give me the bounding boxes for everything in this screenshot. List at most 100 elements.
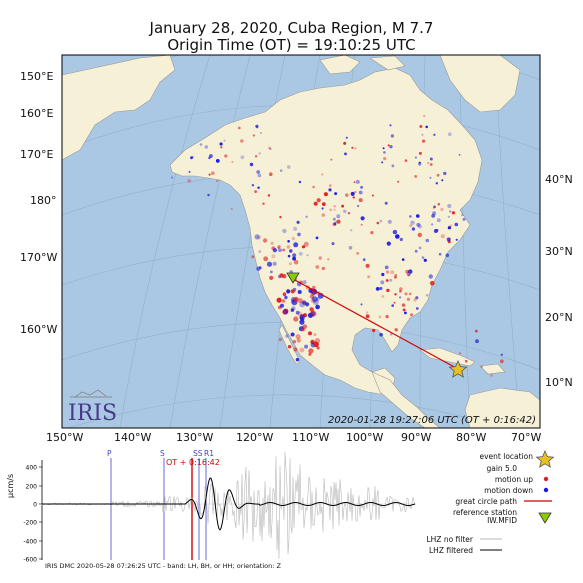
station-dot <box>348 246 353 250</box>
station-dot <box>448 132 452 136</box>
station-dot <box>395 234 400 239</box>
station-dot <box>290 308 295 312</box>
station-dot <box>384 265 389 270</box>
reference-station-marker <box>286 272 300 284</box>
station-dot <box>263 256 269 262</box>
y-tick-label: -600 <box>23 557 37 564</box>
station-dot <box>282 292 287 297</box>
station-dot <box>302 280 307 285</box>
station-dot <box>310 290 316 297</box>
station-dot <box>314 343 319 347</box>
station-dot <box>219 142 223 146</box>
station-dot <box>308 331 312 336</box>
station-dot <box>270 270 273 274</box>
station-dot <box>413 298 417 302</box>
legend-motion-up: motion up <box>494 475 533 484</box>
station-dot <box>454 222 459 227</box>
y-axis-label: µcm/s <box>6 473 15 498</box>
left-label-1: 150°E <box>20 70 54 83</box>
station-dot <box>321 213 325 217</box>
station-dot <box>188 170 191 173</box>
station-dot <box>411 227 415 231</box>
station-dot <box>287 254 291 258</box>
y-tick-label: 400 <box>26 465 38 472</box>
right-label-2: 30°N <box>545 245 573 258</box>
station-dot <box>357 204 360 208</box>
station-dot <box>272 248 277 253</box>
station-dot <box>365 263 370 268</box>
station-dot <box>402 308 406 312</box>
station-dot <box>330 158 333 161</box>
station-dot <box>262 202 265 205</box>
station-dot <box>418 246 422 250</box>
station-dot <box>445 253 450 258</box>
station-dot <box>287 165 291 169</box>
station-dot <box>423 258 427 262</box>
station-dot <box>428 274 433 279</box>
station-dot <box>211 171 215 175</box>
station-dot <box>409 215 412 218</box>
station-dot <box>352 196 355 199</box>
station-dot <box>419 125 423 128</box>
station-dot <box>230 207 233 211</box>
hispaniola <box>479 363 506 375</box>
station-dot <box>392 229 398 235</box>
station-dot <box>240 139 244 143</box>
station-dot <box>329 208 333 212</box>
station-dot <box>421 256 425 259</box>
filtered-trace <box>42 477 416 531</box>
station-dot <box>279 303 285 308</box>
station-dot <box>316 346 320 350</box>
station-dot <box>256 170 261 174</box>
station-dot <box>416 214 420 218</box>
station-dot <box>292 256 296 261</box>
right-label-4: 10°N <box>545 376 573 389</box>
station-dot <box>417 232 422 238</box>
station-dot <box>391 164 395 168</box>
station-dot <box>299 314 306 321</box>
station-dot <box>278 337 283 342</box>
station-dot <box>190 156 193 160</box>
station-dot <box>480 365 483 368</box>
station-dot <box>270 241 274 245</box>
station-dot <box>358 198 363 203</box>
station-dot <box>308 352 312 356</box>
station-dot <box>451 211 455 215</box>
station-dot <box>315 236 319 240</box>
station-dot <box>315 265 320 269</box>
station-dot <box>327 258 330 261</box>
station-dot <box>389 124 392 127</box>
station-dot <box>231 160 234 163</box>
legend-no-filter: LHZ no filter <box>426 535 473 544</box>
station-dot <box>260 132 262 134</box>
station-dot <box>336 219 341 224</box>
station-dot <box>288 262 292 266</box>
station-dot <box>271 254 276 259</box>
station-dot <box>309 306 313 311</box>
station-dot <box>292 340 296 344</box>
legend-down-dot <box>543 487 549 493</box>
station-dot <box>347 212 351 215</box>
station-dot <box>385 270 390 274</box>
y-tick-label: -400 <box>23 539 37 546</box>
station-dot <box>414 249 418 253</box>
station-dot <box>258 152 261 155</box>
left-label-6: 160°W <box>20 323 58 336</box>
station-dot <box>207 193 210 197</box>
bottom-label-7: 90°W <box>401 431 432 444</box>
station-dot <box>331 242 335 246</box>
station-dot <box>295 358 300 362</box>
station-dot <box>286 289 291 294</box>
station-dot <box>367 275 371 279</box>
left-label-3: 170°E <box>20 148 54 161</box>
legend-reference-station: reference station <box>452 508 517 517</box>
station-dot <box>333 208 336 211</box>
map-timestamp: 2020-01-28 19:27:06 UTC (OT + 0:16:42) <box>328 415 537 426</box>
south-america <box>464 387 540 428</box>
station-dot <box>269 275 274 280</box>
station-dot <box>375 287 380 291</box>
station-dot <box>301 328 305 332</box>
station-dot <box>449 210 452 213</box>
station-dot <box>299 347 305 353</box>
legend-station-code: IW.MFID <box>487 516 517 525</box>
